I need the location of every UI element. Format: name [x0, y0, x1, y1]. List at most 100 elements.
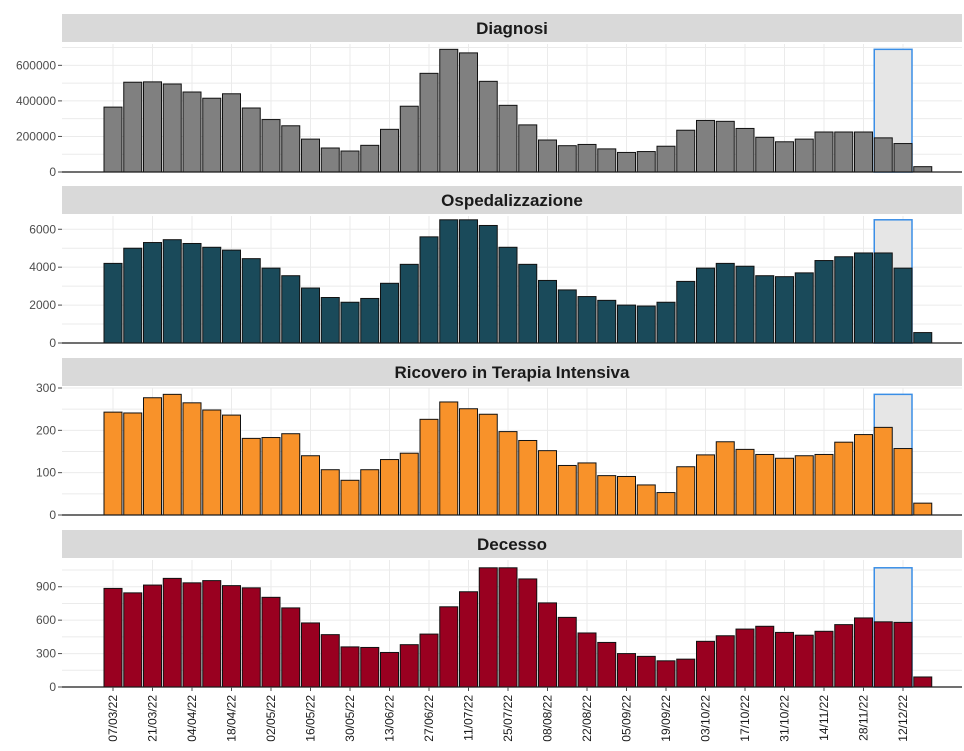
- bar: [913, 332, 933, 344]
- bar: [399, 263, 419, 344]
- bar: [617, 151, 636, 173]
- bar: [597, 299, 617, 344]
- x-axis: 07/03/22 21/03/22 04/04/22 18/04/22 02/05/22…: [106, 687, 910, 742]
- bar: [182, 582, 202, 688]
- bar: [399, 452, 419, 516]
- bar: [735, 628, 755, 688]
- bar: [814, 453, 834, 516]
- bar: [182, 242, 202, 344]
- bar: [340, 301, 360, 344]
- bar: [241, 437, 261, 516]
- bar: [518, 578, 538, 688]
- bar: [913, 676, 933, 688]
- bar: [241, 107, 261, 173]
- bar: [459, 52, 478, 173]
- y-tick-label: 0: [49, 680, 56, 694]
- bar: [676, 466, 696, 516]
- bar: [281, 275, 301, 344]
- x-tick-label: 22/08/22: [580, 695, 594, 742]
- x-tick-label: 04/04/22: [185, 695, 199, 742]
- bar: [755, 625, 775, 688]
- bar: [123, 247, 143, 344]
- bar: [202, 580, 222, 688]
- y-tick-label: 600: [36, 613, 56, 627]
- y-tick-label: 300: [36, 381, 56, 395]
- y-tick-label: 100: [36, 466, 56, 480]
- bar: [360, 646, 380, 688]
- x-tick-label: 31/10/22: [778, 695, 792, 742]
- bar: [676, 658, 696, 688]
- bar: [222, 93, 241, 173]
- bar: [162, 393, 182, 516]
- bar: [103, 106, 123, 173]
- x-tick-label: 05/09/22: [620, 695, 634, 742]
- bar: [735, 448, 755, 516]
- bar: [636, 305, 656, 344]
- bar: [103, 411, 123, 516]
- bar: [854, 617, 873, 688]
- bar: [696, 267, 715, 344]
- bar: [538, 450, 557, 516]
- bar: [775, 457, 794, 516]
- bar: [143, 584, 162, 688]
- bar: [893, 143, 913, 173]
- bar: [676, 129, 696, 173]
- panel-decesso: Decesso 0 300 600 900: [36, 530, 962, 694]
- bar: [893, 267, 913, 344]
- panel-strip: [62, 530, 962, 558]
- bar: [340, 479, 360, 516]
- bar: [557, 289, 577, 344]
- bar: [597, 641, 617, 688]
- bar: [913, 166, 933, 173]
- x-tick-label: 18/04/22: [225, 695, 239, 742]
- bar: [320, 147, 340, 173]
- bar: [873, 426, 893, 516]
- x-tick-label: 27/06/22: [422, 695, 436, 742]
- bar: [281, 607, 301, 688]
- panel-title: Ricovero in Terapia Intensiva: [395, 363, 630, 382]
- x-tick-label: 03/10/22: [699, 695, 713, 742]
- bar: [340, 150, 360, 173]
- bar: [301, 622, 320, 688]
- y-tick-label: 900: [36, 580, 56, 594]
- x-tick-label: 17/10/22: [738, 695, 752, 742]
- bar: [162, 239, 182, 344]
- bar: [103, 262, 123, 344]
- bar: [459, 591, 478, 688]
- bar: [281, 433, 301, 516]
- bar: [597, 148, 617, 173]
- bar: [360, 297, 380, 344]
- bar: [696, 454, 715, 516]
- bar: [182, 91, 202, 173]
- panel-strip: [62, 358, 962, 386]
- bar: [617, 653, 636, 688]
- bar: [538, 602, 557, 688]
- bar: [775, 631, 794, 688]
- y-tick-label: 600000: [16, 58, 56, 72]
- bar: [459, 408, 478, 516]
- bar: [222, 585, 241, 688]
- bar: [202, 409, 222, 516]
- bar: [419, 236, 439, 344]
- bar: [656, 145, 676, 173]
- bar: [478, 413, 498, 516]
- bar: [182, 402, 202, 516]
- panel-strip: [62, 14, 962, 42]
- bar: [676, 280, 696, 344]
- bar: [380, 459, 399, 516]
- bar: [775, 276, 794, 344]
- bar: [399, 105, 419, 173]
- bar: [518, 124, 538, 173]
- bar: [715, 635, 735, 688]
- bar: [399, 644, 419, 688]
- bar: [498, 431, 518, 516]
- bar: [696, 119, 715, 173]
- bar: [123, 412, 143, 516]
- bar: [478, 80, 498, 173]
- bar: [854, 131, 873, 173]
- panel-title: Diagnosi: [476, 19, 548, 38]
- y-tick-label: 0: [49, 508, 56, 522]
- bar: [557, 145, 577, 173]
- y-tick-label: 200: [36, 423, 56, 437]
